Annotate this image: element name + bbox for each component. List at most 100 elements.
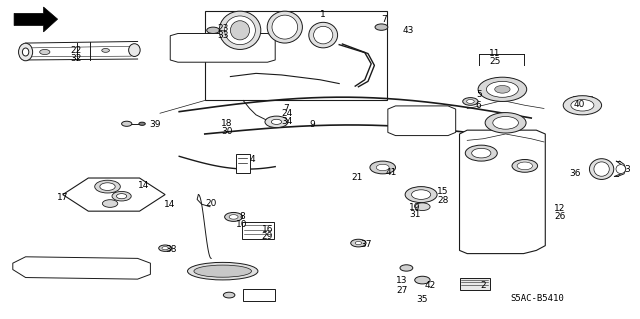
Circle shape (122, 121, 132, 126)
Text: 26: 26 (554, 212, 566, 221)
Bar (236, 154, 250, 173)
Circle shape (400, 265, 413, 271)
Text: 35: 35 (417, 295, 428, 304)
Ellipse shape (194, 265, 252, 277)
Text: 36: 36 (569, 169, 580, 178)
Circle shape (355, 241, 362, 245)
Circle shape (472, 148, 491, 158)
Circle shape (495, 85, 510, 93)
Ellipse shape (594, 162, 609, 176)
Text: 3: 3 (625, 165, 630, 174)
Bar (205, 11, 387, 100)
Text: 32: 32 (70, 54, 81, 63)
Ellipse shape (129, 44, 140, 56)
Text: 24: 24 (281, 109, 292, 118)
Circle shape (40, 49, 50, 55)
Polygon shape (460, 130, 545, 254)
Ellipse shape (225, 16, 255, 45)
Circle shape (116, 194, 127, 199)
Text: 7: 7 (284, 104, 289, 113)
Polygon shape (170, 33, 275, 62)
Circle shape (415, 203, 430, 211)
Text: 37: 37 (360, 241, 372, 249)
Text: 1: 1 (321, 10, 326, 19)
Bar (460, 278, 490, 290)
Circle shape (139, 122, 145, 125)
Text: 12: 12 (554, 204, 566, 213)
Text: 18: 18 (221, 119, 233, 128)
Text: 38: 38 (166, 245, 177, 254)
Circle shape (412, 190, 431, 199)
Circle shape (225, 212, 243, 221)
Text: 34: 34 (281, 117, 292, 126)
Circle shape (102, 200, 118, 207)
Text: 9: 9 (310, 120, 315, 129)
Text: 5: 5 (476, 90, 481, 99)
Circle shape (102, 48, 109, 52)
Circle shape (467, 100, 474, 103)
Text: 6: 6 (476, 101, 481, 110)
Text: 33: 33 (217, 31, 228, 40)
Text: 7: 7 (381, 15, 387, 24)
Text: 41: 41 (386, 168, 397, 177)
Circle shape (375, 24, 388, 30)
Text: 22: 22 (70, 46, 81, 55)
Circle shape (485, 113, 526, 133)
Circle shape (415, 276, 430, 284)
Ellipse shape (268, 11, 303, 43)
Ellipse shape (188, 262, 258, 280)
Text: 27: 27 (396, 286, 408, 295)
Circle shape (571, 100, 594, 111)
Ellipse shape (219, 11, 261, 49)
Circle shape (493, 116, 518, 129)
Circle shape (223, 292, 235, 298)
Circle shape (486, 81, 518, 97)
Text: 31: 31 (409, 210, 420, 219)
Text: 19: 19 (409, 203, 420, 212)
Bar (573, 96, 592, 100)
Ellipse shape (616, 165, 625, 174)
Circle shape (159, 245, 172, 251)
Circle shape (265, 116, 288, 128)
Bar (242, 222, 274, 239)
Ellipse shape (272, 15, 298, 39)
Text: 2: 2 (481, 281, 486, 290)
Ellipse shape (309, 22, 338, 48)
Circle shape (95, 180, 120, 193)
Ellipse shape (22, 48, 29, 56)
Ellipse shape (19, 43, 33, 61)
Text: 16: 16 (262, 225, 273, 234)
Circle shape (463, 98, 478, 105)
Polygon shape (63, 178, 165, 211)
Text: 20: 20 (205, 199, 217, 208)
Bar (243, 289, 275, 301)
Text: 40: 40 (573, 100, 585, 109)
Ellipse shape (230, 21, 250, 40)
Circle shape (351, 239, 366, 247)
Text: 30: 30 (221, 127, 233, 136)
Circle shape (112, 191, 131, 201)
Text: 11: 11 (489, 49, 500, 58)
Text: 25: 25 (489, 57, 500, 66)
Text: 43: 43 (403, 26, 414, 35)
Text: 28: 28 (437, 196, 449, 205)
Circle shape (207, 27, 220, 33)
Circle shape (229, 215, 238, 219)
Text: 14: 14 (138, 181, 150, 189)
Polygon shape (388, 106, 456, 136)
Circle shape (100, 183, 115, 190)
Text: 29: 29 (262, 232, 273, 241)
Circle shape (370, 161, 396, 174)
Text: 42: 42 (424, 281, 436, 290)
Polygon shape (14, 7, 58, 32)
Text: 10: 10 (236, 220, 248, 229)
Text: S5AC-B5410: S5AC-B5410 (511, 294, 564, 303)
Circle shape (563, 96, 602, 115)
Text: 17: 17 (57, 193, 68, 202)
Ellipse shape (314, 26, 333, 44)
Circle shape (465, 145, 497, 161)
Circle shape (271, 119, 282, 124)
Text: 21: 21 (351, 173, 363, 182)
Text: 39: 39 (149, 120, 161, 129)
Text: 14: 14 (164, 200, 175, 209)
